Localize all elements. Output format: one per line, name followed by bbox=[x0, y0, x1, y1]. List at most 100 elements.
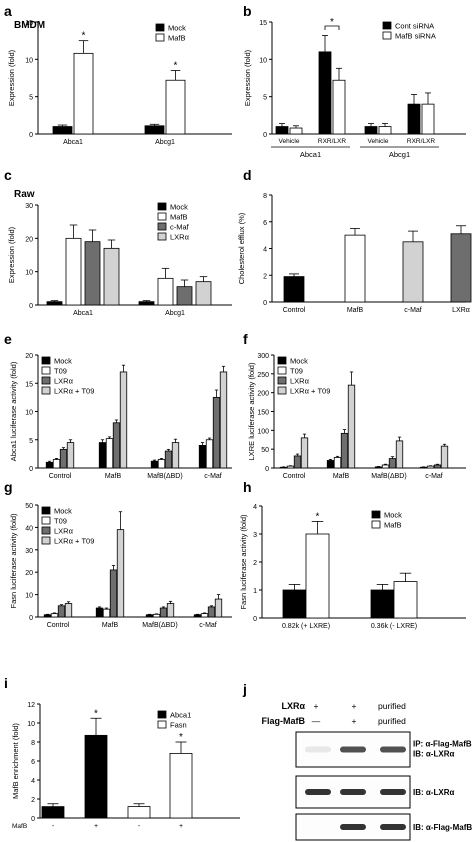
y-axis-label: Expression (fold) bbox=[7, 49, 16, 106]
bar-LXRα-+-T09 bbox=[116, 529, 125, 618]
bar-c-Maf bbox=[176, 286, 193, 306]
legend-swatch bbox=[157, 710, 167, 719]
bar-Cont-siRNA bbox=[275, 126, 289, 135]
x-tick-label: c-Maf bbox=[199, 622, 217, 629]
bar-T09 bbox=[333, 457, 342, 469]
bar-bar bbox=[402, 241, 424, 303]
bar-Mock bbox=[52, 126, 73, 135]
chart-panel-e: e 0 5 10 15 20 Abca1 luciferase activity (fold… bbox=[4, 331, 232, 480]
blot-band bbox=[305, 746, 331, 753]
y-tick-label: 0 bbox=[29, 466, 33, 473]
panel-label: j bbox=[242, 681, 247, 697]
legend-label: Mock bbox=[290, 357, 308, 366]
legend-swatch bbox=[371, 520, 381, 529]
x-prefix-label: MafB bbox=[12, 823, 27, 830]
y-tick-label: 5 bbox=[263, 95, 267, 102]
bar-MafB bbox=[305, 533, 330, 619]
bar-MafB-siRNA bbox=[332, 79, 346, 135]
blot-cell: + bbox=[314, 701, 319, 711]
panel-label: c bbox=[4, 167, 12, 183]
y-axis-label: Fasn luciferase activity (fold) bbox=[239, 514, 248, 610]
y-tick-label: 10 bbox=[25, 57, 33, 64]
x-tick-label: c-Maf bbox=[404, 307, 422, 314]
legend-swatch bbox=[382, 31, 392, 40]
panel-label: f bbox=[243, 331, 248, 347]
legend-swatch bbox=[41, 526, 51, 535]
bar-LXRα-+-T09 bbox=[171, 442, 180, 469]
bar-bar bbox=[344, 234, 366, 303]
y-tick-label: 10 bbox=[259, 57, 267, 64]
bar-Mock bbox=[138, 301, 155, 306]
significance-star: * bbox=[174, 61, 178, 72]
bar-LXRα bbox=[195, 281, 212, 306]
y-tick-label: 4 bbox=[263, 247, 267, 254]
bar-Mock bbox=[150, 460, 159, 469]
blot-cell: — bbox=[312, 716, 321, 726]
bar-Mock bbox=[95, 607, 104, 618]
x-tick-label: Control bbox=[283, 473, 306, 480]
bar-MafB-siRNA bbox=[289, 127, 303, 135]
legend-label: LXRα bbox=[170, 233, 190, 242]
x-tick-label: MafB bbox=[333, 473, 350, 480]
x-tick-label: Control bbox=[47, 622, 70, 629]
legend-label: MafB bbox=[168, 34, 186, 43]
legend-swatch bbox=[157, 202, 167, 211]
blot-cell: purified bbox=[378, 701, 406, 711]
legend-swatch bbox=[157, 232, 167, 241]
bar-LXRα-+-T09 bbox=[64, 603, 73, 618]
bar-bar bbox=[84, 734, 108, 819]
legend-label: c-Maf bbox=[170, 223, 190, 232]
bar-MafB bbox=[65, 237, 82, 306]
x-tick-label: Abcg1 bbox=[165, 310, 185, 317]
legend-label: LXRα + T09 bbox=[54, 387, 94, 396]
legend-swatch bbox=[382, 21, 392, 30]
bar-LXRα bbox=[109, 569, 118, 618]
bar-T09 bbox=[102, 608, 111, 618]
blot-row-label: LXRα bbox=[281, 701, 305, 711]
x-tick-label: c-Maf bbox=[204, 473, 222, 480]
bar-Mock bbox=[43, 614, 52, 618]
legend-swatch bbox=[41, 536, 51, 545]
significance-bracket bbox=[324, 25, 340, 30]
legend-label: Fasn bbox=[170, 721, 187, 730]
bar-MafB bbox=[165, 79, 186, 135]
bar-LXRα-+-T09 bbox=[219, 371, 228, 469]
bar-MafB-siRNA bbox=[378, 126, 392, 135]
bar-T09 bbox=[381, 464, 390, 469]
x-tick-label: LXRα bbox=[452, 307, 470, 314]
y-tick-label: 2 bbox=[31, 797, 35, 804]
legend-label: MafB bbox=[384, 521, 402, 530]
bar-LXRα bbox=[103, 247, 120, 306]
x-tick-label: - bbox=[138, 823, 141, 830]
y-axis-label: Fasn luciferase activity (fold) bbox=[9, 513, 18, 609]
y-tick-label: 0 bbox=[265, 466, 269, 473]
bar-Mock bbox=[374, 466, 383, 469]
bar-T09 bbox=[157, 459, 166, 469]
bar-LXRα-+-T09 bbox=[395, 440, 404, 469]
legend-label: Mock bbox=[384, 511, 402, 520]
significance-star: * bbox=[179, 732, 183, 743]
blot-band bbox=[380, 746, 406, 753]
x-tick-label: Vehicle bbox=[279, 138, 300, 145]
significance-star: * bbox=[316, 511, 320, 522]
y-tick-label: 100 bbox=[257, 428, 269, 435]
y-tick-label: 5 bbox=[29, 438, 33, 445]
legend-label: T09 bbox=[54, 517, 67, 526]
blot-strip-label: IB: α-LXRα bbox=[413, 750, 454, 759]
y-tick-label: 2 bbox=[263, 273, 267, 280]
chart-panel-g: g 0 10 20 30 40 50 Fasn luciferase activity (fo… bbox=[4, 479, 232, 629]
legend-swatch bbox=[157, 720, 167, 729]
legend-swatch bbox=[155, 33, 165, 42]
legend-label: Cont siRNA bbox=[395, 22, 434, 31]
y-tick-label: 50 bbox=[261, 447, 269, 454]
y-tick-label: 30 bbox=[25, 203, 33, 210]
chart-panel-b: b 0 5 10 15 Expression (fold) Vehicle RXR/LXR Ve… bbox=[243, 3, 466, 159]
legend-label: T09 bbox=[54, 367, 67, 376]
y-tick-label: 15 bbox=[25, 20, 33, 27]
x-tick-label: Control bbox=[49, 473, 72, 480]
bar-Mock bbox=[144, 125, 165, 135]
legend-swatch bbox=[157, 212, 167, 221]
bar-LXRα-+-T09 bbox=[440, 445, 449, 469]
